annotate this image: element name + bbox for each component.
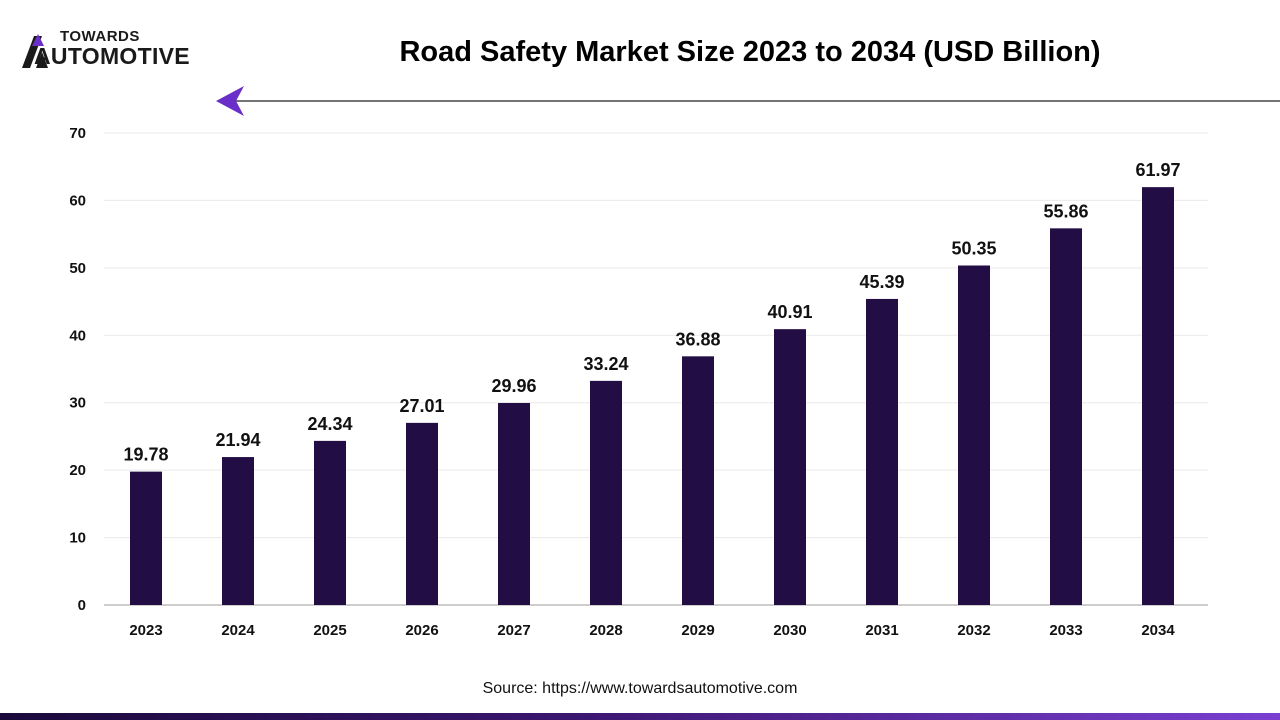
bar-2027 xyxy=(498,402,530,605)
bar-2030 xyxy=(774,329,806,605)
y-tick-label: 40 xyxy=(69,327,86,344)
bar-2029 xyxy=(682,356,714,605)
data-label-2031: 45.39 xyxy=(859,272,904,292)
x-tick-label: 2026 xyxy=(405,622,438,639)
y-tick-label: 60 xyxy=(69,192,86,209)
x-tick-label: 2025 xyxy=(313,622,346,639)
y-tick-label: 0 xyxy=(78,597,86,614)
x-tick-label: 2027 xyxy=(497,622,530,639)
data-label-2030: 40.91 xyxy=(767,302,812,322)
x-tick-label: 2031 xyxy=(865,622,898,639)
bar-2033 xyxy=(1050,228,1082,605)
data-label-2034: 61.97 xyxy=(1135,160,1180,180)
brand-name-top: TOWARDS xyxy=(60,28,140,45)
data-label-2032: 50.35 xyxy=(951,238,996,258)
bar-2026 xyxy=(406,422,438,605)
bar-2024 xyxy=(222,457,254,605)
y-tick-label: 70 xyxy=(69,125,86,142)
data-label-2033: 55.86 xyxy=(1043,201,1088,221)
y-tick-label: 30 xyxy=(69,395,86,412)
bar-2028 xyxy=(590,380,622,605)
towards-automotive-logo-icon xyxy=(22,34,48,68)
x-tick-label: 2032 xyxy=(957,622,990,639)
x-tick-label: 2024 xyxy=(221,622,255,639)
y-tick-label: 50 xyxy=(69,260,86,277)
source-note: Source: https://www.towardsautomotive.co… xyxy=(482,680,798,697)
data-label-2025: 24.34 xyxy=(307,414,352,434)
y-tick-label: 20 xyxy=(69,462,86,479)
data-label-2027: 29.96 xyxy=(491,376,536,396)
data-label-2026: 27.01 xyxy=(399,396,444,416)
x-tick-label: 2030 xyxy=(773,622,806,639)
bar-2034 xyxy=(1142,187,1174,605)
chart-title: Road Safety Market Size 2023 to 2034 (US… xyxy=(399,36,1101,68)
x-tick-label: 2023 xyxy=(129,622,162,639)
bar-2032 xyxy=(958,265,990,605)
data-label-2029: 36.88 xyxy=(675,329,720,349)
y-tick-label: 10 xyxy=(69,530,86,547)
bar-2031 xyxy=(866,298,898,605)
bar-2023 xyxy=(130,471,162,605)
x-tick-label: 2033 xyxy=(1049,622,1082,639)
bar-2025 xyxy=(314,440,346,605)
brand-logo: TOWARDS AUTOMOTIVE xyxy=(20,28,240,72)
arrow-left-icon xyxy=(216,86,244,116)
x-tick-label: 2029 xyxy=(681,622,714,639)
x-tick-label: 2034 xyxy=(1141,622,1175,639)
footer-gradient-bar xyxy=(0,713,1280,720)
data-label-2024: 21.94 xyxy=(215,430,260,450)
data-label-2023: 19.78 xyxy=(123,445,168,465)
header-divider xyxy=(216,86,1280,116)
x-tick-label: 2028 xyxy=(589,622,622,639)
brand-name-bottom: AUTOMOTIVE xyxy=(34,43,190,69)
data-label-2028: 33.24 xyxy=(583,354,628,374)
